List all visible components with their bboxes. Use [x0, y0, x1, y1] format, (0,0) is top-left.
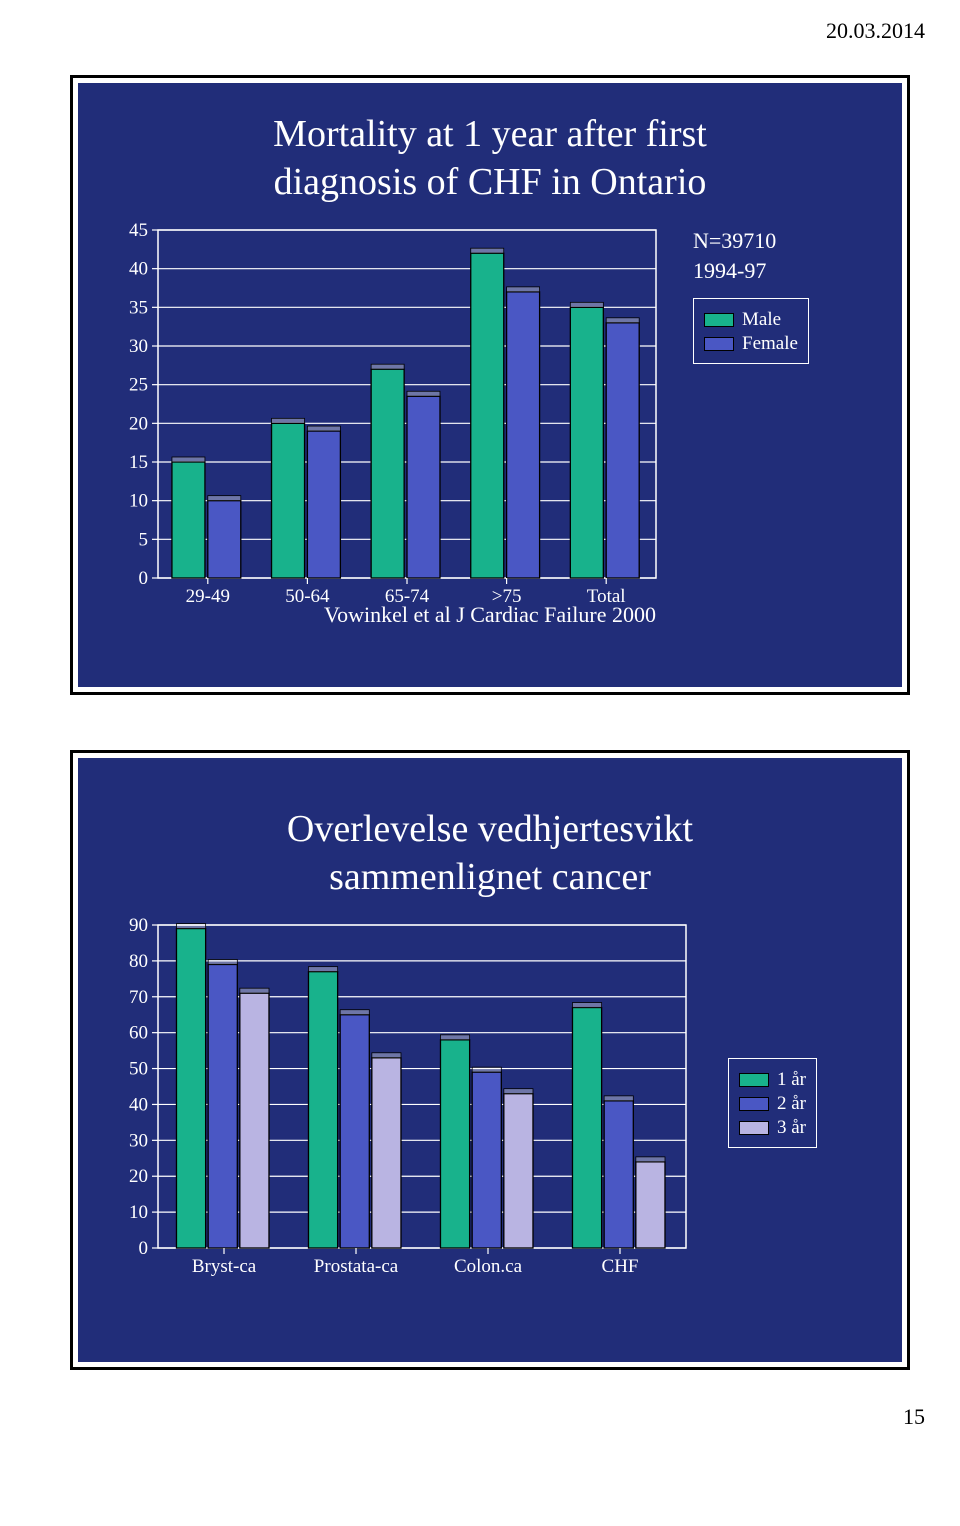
svg-text:80: 80 — [129, 951, 148, 972]
svg-text:30: 30 — [129, 336, 148, 357]
legend-row-3yr: 3 år — [739, 1117, 806, 1139]
svg-text:40: 40 — [129, 1094, 148, 1115]
slide1-note1: N=39710 — [693, 228, 809, 254]
svg-text:Prostata-ca: Prostata-ca — [314, 1256, 399, 1277]
svg-text:0: 0 — [139, 568, 149, 589]
svg-text:Bryst-ca: Bryst-ca — [192, 1256, 257, 1277]
svg-text:10: 10 — [129, 491, 148, 512]
svg-text:60: 60 — [129, 1023, 148, 1044]
legend-row-female: Female — [704, 333, 798, 355]
swatch-3yr — [739, 1121, 769, 1135]
legend-label-1yr: 1 år — [777, 1069, 806, 1091]
slide2-title-l2: sammenlignet cancer — [329, 856, 651, 898]
slide1-title-l2: diagnosis of CHF in Ontario — [274, 161, 707, 203]
swatch-female — [704, 337, 734, 351]
svg-text:10: 10 — [129, 1202, 148, 1223]
slide-1: Mortality at 1 year after first diagnosi… — [70, 75, 910, 695]
page-date: 20.03.2014 — [826, 18, 925, 44]
legend-label-male: Male — [742, 309, 781, 331]
slide1-source: Vowinkel et al J Cardiac Failure 2000 — [108, 602, 872, 628]
slide1-legend-block: N=39710 1994-97 Male Female — [693, 228, 809, 364]
legend-row-1yr: 1 år — [739, 1069, 806, 1091]
slide-1-inner: Mortality at 1 year after first diagnosi… — [78, 83, 902, 687]
svg-text:5: 5 — [139, 529, 149, 550]
page-number: 15 — [903, 1404, 925, 1430]
slide2-chart: 0 10 20 30 40 50 60 70 80 90 Bryst-ca Prostata-ca Co… — [108, 913, 698, 1283]
slide-2-inner: Overlevelse vedhjertesvikt sammenlignet … — [78, 758, 902, 1362]
swatch-1yr — [739, 1073, 769, 1087]
slide1-title-l1: Mortality at 1 year after first — [273, 113, 707, 155]
slide2-title-l1: Overlevelse vedhjertesvikt — [287, 808, 693, 850]
slide1-legend-box: Male Female — [693, 298, 809, 364]
svg-text:35: 35 — [129, 297, 148, 318]
slide2-chart-wrap: 0 10 20 30 40 50 60 70 80 90 Bryst-ca Prostata-ca Co… — [108, 913, 872, 1293]
svg-text:Colon.ca: Colon.ca — [454, 1256, 523, 1277]
slide1-chart-wrap: 05101520253035404529-4950-6465-74>75Tota… — [108, 218, 872, 628]
slide1-title: Mortality at 1 year after first diagnosi… — [108, 111, 872, 206]
page: 20.03.2014 Mortality at 1 year after fir… — [0, 0, 960, 1450]
legend-row-male: Male — [704, 309, 798, 331]
slide2-legend-block: 1 år 2 år 3 år — [728, 1058, 817, 1148]
svg-text:30: 30 — [129, 1130, 148, 1151]
slide2-title: Overlevelse vedhjertesvikt sammenlignet … — [108, 806, 872, 901]
svg-text:70: 70 — [129, 987, 148, 1008]
legend-row-2yr: 2 år — [739, 1093, 806, 1115]
svg-text:90: 90 — [129, 915, 148, 936]
swatch-2yr — [739, 1097, 769, 1111]
svg-text:CHF: CHF — [602, 1256, 639, 1277]
svg-text:20: 20 — [129, 413, 148, 434]
legend-label-female: Female — [742, 333, 798, 355]
slide-2: Overlevelse vedhjertesvikt sammenlignet … — [70, 750, 910, 1370]
svg-text:20: 20 — [129, 1166, 148, 1187]
legend-label-2yr: 2 år — [777, 1093, 806, 1115]
svg-text:15: 15 — [129, 452, 148, 473]
svg-text:25: 25 — [129, 375, 148, 396]
slide1-note2: 1994-97 — [693, 258, 809, 284]
svg-text:45: 45 — [129, 220, 148, 241]
swatch-male — [704, 313, 734, 327]
slide2-legend-box: 1 år 2 år 3 år — [728, 1058, 817, 1148]
svg-text:50: 50 — [129, 1059, 148, 1080]
slide1-chart: 05101520253035404529-4950-6465-74>75Tota… — [108, 218, 668, 613]
svg-text:0: 0 — [139, 1238, 149, 1259]
svg-text:40: 40 — [129, 259, 148, 280]
legend-label-3yr: 3 år — [777, 1117, 806, 1139]
